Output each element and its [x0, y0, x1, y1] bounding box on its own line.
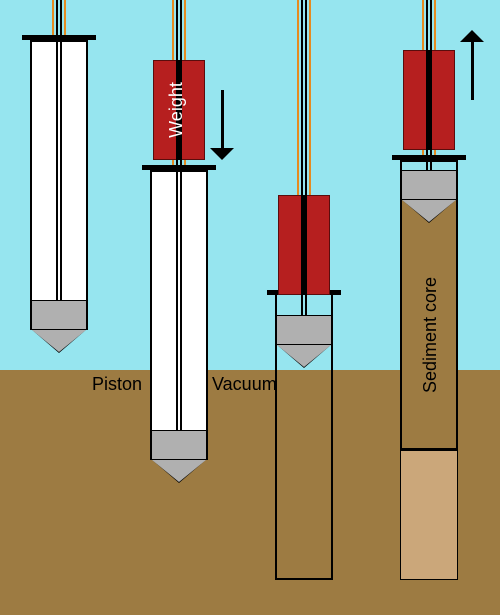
piston-cone [277, 345, 331, 367]
down-arrow-icon [210, 148, 234, 160]
piston-body [277, 315, 331, 345]
piston-label: Piston [92, 374, 142, 395]
piston-cone [402, 200, 456, 222]
sediment-core-label: Sediment core [420, 265, 440, 405]
tube-crossbar [22, 35, 96, 40]
up-arrow-icon [460, 30, 484, 42]
trigger-cable [64, 0, 66, 35]
piston-body [32, 300, 86, 330]
piston-cable [56, 0, 58, 300]
tube-vacuum-region [152, 172, 206, 430]
motion-arrow-shaft [221, 90, 224, 150]
disturbed-sediment [400, 450, 458, 580]
piston-cable [60, 0, 62, 300]
weight-center-slot [426, 50, 432, 150]
tube-vacuum-region [32, 42, 86, 300]
tube-crossbar [142, 165, 216, 170]
motion-arrow-shaft [471, 40, 474, 100]
vacuum-label: Vacuum [212, 374, 277, 395]
trigger-cable [52, 0, 54, 35]
piston-corer-diagram: Piston Weight Vacuum Sediment core [0, 0, 500, 615]
piston-cone [32, 330, 86, 352]
weight-label: Weight [166, 60, 186, 160]
piston-body [402, 170, 456, 200]
piston-cone [152, 460, 206, 482]
weight-center-slot [301, 195, 307, 295]
piston-body [152, 430, 206, 460]
tube-crossbar [392, 155, 466, 160]
